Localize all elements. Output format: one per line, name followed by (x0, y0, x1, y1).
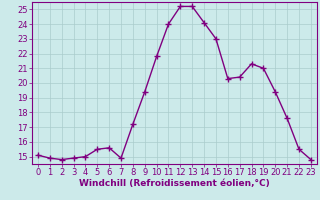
X-axis label: Windchill (Refroidissement éolien,°C): Windchill (Refroidissement éolien,°C) (79, 179, 270, 188)
